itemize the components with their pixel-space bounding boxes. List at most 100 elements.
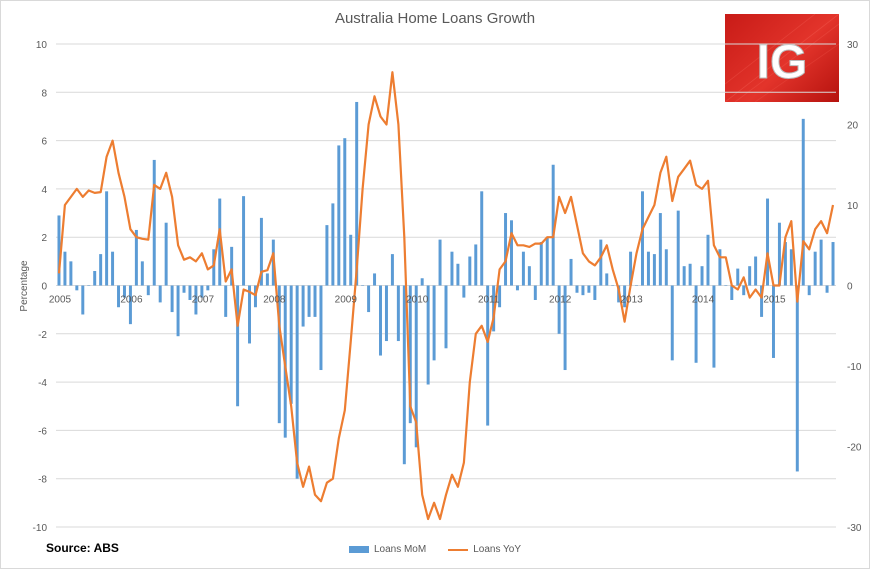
bar-mom xyxy=(307,285,311,317)
bar-mom xyxy=(629,251,633,286)
bar-mom xyxy=(105,191,109,286)
bar-mom xyxy=(426,285,430,385)
bar-mom xyxy=(748,266,752,286)
bar-mom xyxy=(652,254,656,286)
bar-mom xyxy=(694,285,698,363)
bar-mom xyxy=(128,285,132,325)
bar-mom xyxy=(504,213,508,286)
bar-mom xyxy=(414,285,418,448)
bar-mom xyxy=(188,285,192,300)
x-tick-label: 2014 xyxy=(692,295,715,306)
bar-mom xyxy=(789,249,793,286)
bar-mom xyxy=(539,242,543,286)
y-axis-label: Percentage xyxy=(19,260,30,312)
bar-mom xyxy=(396,285,400,342)
series-line-yoy xyxy=(57,71,835,521)
x-tick-label: 2010 xyxy=(406,295,429,306)
bar-mom xyxy=(682,266,686,286)
bar-mom xyxy=(158,285,162,303)
bar-mom xyxy=(295,285,299,479)
bar-mom xyxy=(367,285,371,313)
y-tick-label: -4 xyxy=(38,378,47,389)
bar-mom xyxy=(676,210,680,286)
bar-mom xyxy=(688,263,692,286)
bar-mom xyxy=(134,229,138,286)
bar-mom xyxy=(379,285,382,356)
bar-mom xyxy=(331,203,335,286)
bar-mom xyxy=(575,285,579,293)
bar-mom xyxy=(63,251,67,286)
bar-mom xyxy=(361,285,365,286)
bar-mom xyxy=(492,285,496,332)
bar-mom xyxy=(658,213,662,286)
bar-mom xyxy=(486,285,490,426)
source-note: Source: ABS xyxy=(46,541,119,555)
bar-mom xyxy=(420,278,424,286)
bar-mom xyxy=(289,285,293,404)
bar-mom xyxy=(194,285,198,315)
bar-mom xyxy=(533,285,537,300)
bar-mom xyxy=(807,285,811,296)
bar-mom xyxy=(390,254,394,286)
legend: Loans MoM Loans YoY xyxy=(0,544,870,555)
bar-mom xyxy=(69,261,73,286)
bar-mom xyxy=(706,234,710,286)
bar-mom xyxy=(117,285,121,308)
bar-mom xyxy=(718,249,722,286)
bar-mom xyxy=(730,285,734,300)
x-tick-label: 2011 xyxy=(478,295,500,306)
ig-logo: IG xyxy=(724,13,840,103)
x-tick-label: 2008 xyxy=(263,295,286,306)
bar-mom xyxy=(664,249,668,286)
bar-mom xyxy=(670,285,674,361)
bar-mom xyxy=(313,285,317,317)
x-tick-label: 2005 xyxy=(49,295,72,306)
bar-mom xyxy=(545,237,549,286)
bar-mom xyxy=(152,159,156,286)
bar-mom xyxy=(623,285,627,308)
bar-mom xyxy=(527,266,531,286)
bar-mom xyxy=(510,220,513,286)
bar-mom xyxy=(164,222,168,286)
bar-mom xyxy=(754,256,758,286)
x-tick-label: 2013 xyxy=(620,295,643,306)
x-tick-label: 2012 xyxy=(549,295,572,306)
bar-mom xyxy=(462,285,466,298)
x-tick-label: 2009 xyxy=(335,295,358,306)
bar-mom xyxy=(456,263,460,286)
bar-mom xyxy=(224,285,228,317)
bar-mom xyxy=(87,285,91,286)
bar-mom xyxy=(593,285,597,300)
bar-mom xyxy=(408,285,412,424)
bar-mom xyxy=(783,242,787,286)
legend-item-yoy: Loans YoY xyxy=(448,544,521,555)
bar-mom xyxy=(474,244,478,286)
bar-mom xyxy=(831,242,835,286)
x-tick-label: 2007 xyxy=(192,295,215,306)
bar-mom xyxy=(230,246,234,286)
bar-mom xyxy=(760,285,764,317)
y-tick-label: -10 xyxy=(33,523,48,534)
bar-mom xyxy=(480,191,484,286)
bar-mom xyxy=(325,225,329,286)
bar-mom xyxy=(57,215,61,286)
y2-tick-label: -10 xyxy=(847,362,862,373)
bar-mom xyxy=(611,285,615,286)
bar-mom xyxy=(444,285,448,349)
legend-item-mom: Loans MoM xyxy=(348,544,426,555)
bar-mom xyxy=(259,217,263,286)
bar-mom xyxy=(515,285,519,291)
bar-mom xyxy=(581,285,585,296)
legend-swatch-mom xyxy=(348,546,369,553)
bar-mom xyxy=(498,285,502,308)
bar-mom xyxy=(81,285,85,315)
bar-mom xyxy=(801,118,805,286)
bar-mom xyxy=(825,285,829,293)
bar-mom xyxy=(468,256,472,286)
y-tick-label: 8 xyxy=(41,88,47,99)
legend-label-yoy: Loans YoY xyxy=(473,544,522,555)
bar-mom xyxy=(813,251,817,286)
bar-mom xyxy=(337,145,341,286)
y2-tick-label: 20 xyxy=(847,121,859,132)
bar-mom xyxy=(200,285,204,298)
